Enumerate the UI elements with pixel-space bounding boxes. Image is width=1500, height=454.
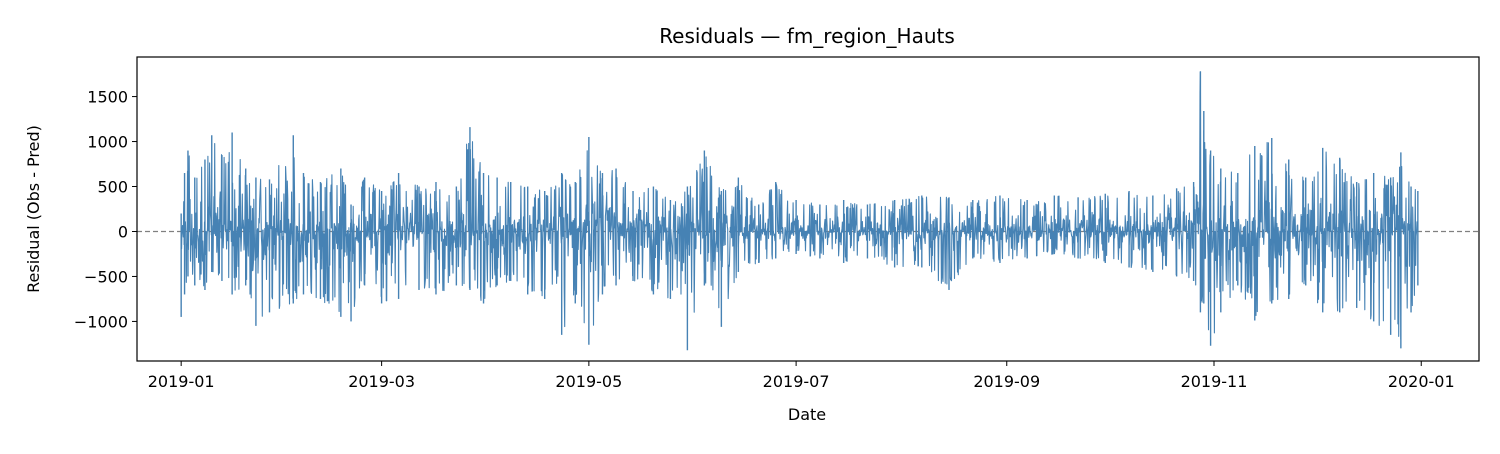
residual-series-line xyxy=(180,71,1418,340)
x-axis-label: Date xyxy=(788,405,826,424)
x-tick-label: 2019-11 xyxy=(1181,372,1248,391)
x-tick-label: 2019-07 xyxy=(763,372,830,391)
y-tick-label: 1000 xyxy=(87,133,128,152)
x-tick-label: 2019-09 xyxy=(973,372,1040,391)
y-tick-label: 500 xyxy=(97,178,128,197)
x-tick-label: 2020-01 xyxy=(1388,372,1455,391)
x-tick-label: 2019-01 xyxy=(148,372,215,391)
axes: 2019-01 2019-03 2019-05 2019-07 2019-09 2019-… xyxy=(74,56,1480,391)
y-tick-label: 0 xyxy=(118,222,128,241)
chart-title: Residuals — fm_region_Hauts xyxy=(659,24,955,48)
y-axis-label: Residual (Obs - Pred) xyxy=(24,125,43,293)
y-tick-label: −500 xyxy=(84,267,128,286)
plot-area xyxy=(137,71,1479,351)
x-tick-label: 2019-05 xyxy=(555,372,622,391)
plot-frame xyxy=(136,56,1480,362)
y-tick-label: 1500 xyxy=(87,88,128,107)
x-tick-label: 2019-03 xyxy=(348,372,415,391)
y-tick-label: −1000 xyxy=(74,312,128,331)
